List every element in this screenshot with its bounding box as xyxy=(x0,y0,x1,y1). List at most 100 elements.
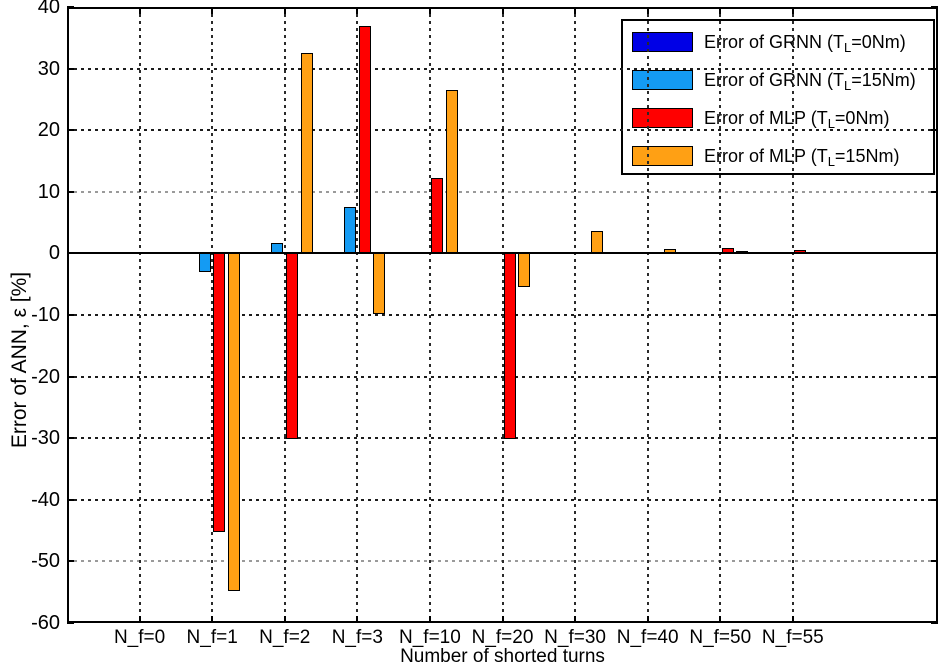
y-tick-label: -60 xyxy=(31,612,60,634)
bar xyxy=(373,253,386,314)
y-tick-mark xyxy=(67,560,74,563)
legend: Error of GRNN (TL=0Nm) Error of GRNN (TL=… xyxy=(621,19,935,175)
bar xyxy=(228,253,241,591)
v-gridline xyxy=(574,7,577,623)
y-tick-mark xyxy=(931,190,938,193)
v-gridline xyxy=(428,7,431,623)
bar xyxy=(198,253,211,272)
bar xyxy=(794,250,807,254)
bar xyxy=(721,248,734,254)
legend-swatch xyxy=(632,70,693,90)
y-tick-label: 10 xyxy=(37,180,60,203)
bar xyxy=(518,253,531,288)
v-gridline xyxy=(719,7,722,623)
x-tick-mark xyxy=(501,7,504,14)
legend-item: Error of MLP (TL=15Nm) xyxy=(623,137,933,175)
v-gridline xyxy=(138,7,141,623)
y-tick-mark xyxy=(931,129,938,132)
x-tick-label: N_f=40 xyxy=(616,627,679,648)
x-tick-label: N_f=20 xyxy=(471,627,534,648)
v-gridline xyxy=(646,7,649,623)
v-gridline xyxy=(501,7,504,623)
legend-item: Error of GRNN (TL=0Nm) xyxy=(623,23,933,61)
y-tick-mark xyxy=(67,437,74,440)
v-gridline xyxy=(283,7,286,623)
y-tick-mark xyxy=(67,498,74,501)
x-tick-mark xyxy=(791,616,794,623)
y-tick-label: 0 xyxy=(48,242,60,265)
x-tick-mark xyxy=(501,616,504,623)
y-tick-mark xyxy=(67,314,74,316)
y-tick-mark xyxy=(67,190,74,193)
v-gridline xyxy=(211,7,214,623)
y-tick-label: 20 xyxy=(37,119,60,142)
legend-item: Error of MLP (TL=0Nm) xyxy=(623,99,933,137)
x-tick-mark xyxy=(428,616,431,623)
x-axis-title: Number of shorted turns xyxy=(400,646,605,667)
bar xyxy=(590,231,603,254)
bar xyxy=(344,207,357,254)
y-tick-mark xyxy=(931,560,938,563)
x-tick-mark xyxy=(791,7,794,14)
y-tick-mark xyxy=(931,67,938,70)
v-gridline xyxy=(356,7,359,623)
x-tick-mark xyxy=(211,616,214,623)
x-tick-label: N_f=10 xyxy=(399,627,461,648)
y-tick-mark xyxy=(931,498,938,501)
y-tick-label: -40 xyxy=(31,488,60,511)
x-tick-mark xyxy=(211,7,214,14)
y-tick-mark xyxy=(67,129,74,132)
bar xyxy=(736,250,749,254)
x-tick-mark xyxy=(138,7,141,14)
bar xyxy=(213,253,226,533)
legend-label: Error of GRNN (TL=15Nm) xyxy=(704,69,916,93)
legend-label: Error of MLP (TL=15Nm) xyxy=(704,145,900,169)
y-tick-mark xyxy=(67,622,74,624)
x-tick-label: N_f=3 xyxy=(331,627,383,648)
x-tick-label: N_f=50 xyxy=(689,627,752,648)
x-tick-label: N_f=30 xyxy=(544,627,606,648)
y-tick-label: -20 xyxy=(31,365,60,388)
y-tick-label: -10 xyxy=(31,304,60,326)
y-tick-label: -50 xyxy=(31,550,60,573)
x-tick-mark xyxy=(574,616,577,623)
y-tick-label: 40 xyxy=(37,0,60,18)
y-tick-mark xyxy=(931,437,938,440)
bar xyxy=(663,249,676,254)
y-tick-mark xyxy=(67,375,74,378)
x-tick-mark xyxy=(428,7,431,14)
x-tick-mark xyxy=(646,616,649,623)
legend-swatch xyxy=(632,32,693,52)
x-tick-mark xyxy=(283,616,286,623)
x-tick-mark xyxy=(356,7,359,14)
y-axis-title: Error of ANN, ε [%] xyxy=(8,271,31,449)
x-tick-mark xyxy=(356,616,359,623)
legend-swatch xyxy=(632,146,693,166)
y-tick-mark xyxy=(931,375,938,378)
x-tick-label: N_f=55 xyxy=(761,627,824,648)
legend-label: Error of GRNN (TL=0Nm) xyxy=(704,31,906,55)
v-gridline xyxy=(791,7,794,623)
bar xyxy=(445,90,458,254)
y-tick-label: -30 xyxy=(31,427,60,450)
bar xyxy=(271,242,284,254)
x-tick-mark xyxy=(283,7,286,14)
y-tick-mark xyxy=(931,622,938,624)
y-tick-mark xyxy=(931,6,938,8)
legend-label: Error of MLP (TL=0Nm) xyxy=(704,107,890,131)
y-tick-mark xyxy=(931,314,938,316)
y-tick-label: 30 xyxy=(37,57,60,80)
x-tick-label: N_f=0 xyxy=(113,627,166,648)
bar xyxy=(300,52,313,254)
y-tick-mark xyxy=(67,67,74,70)
bar xyxy=(431,178,444,254)
legend-swatch xyxy=(632,108,693,128)
bar xyxy=(358,26,371,254)
x-tick-mark xyxy=(138,616,141,623)
x-tick-mark xyxy=(719,616,722,623)
x-tick-label: N_f=2 xyxy=(259,627,311,648)
x-tick-label: N_f=1 xyxy=(186,627,238,648)
bar xyxy=(503,253,516,440)
y-tick-mark xyxy=(67,6,74,8)
